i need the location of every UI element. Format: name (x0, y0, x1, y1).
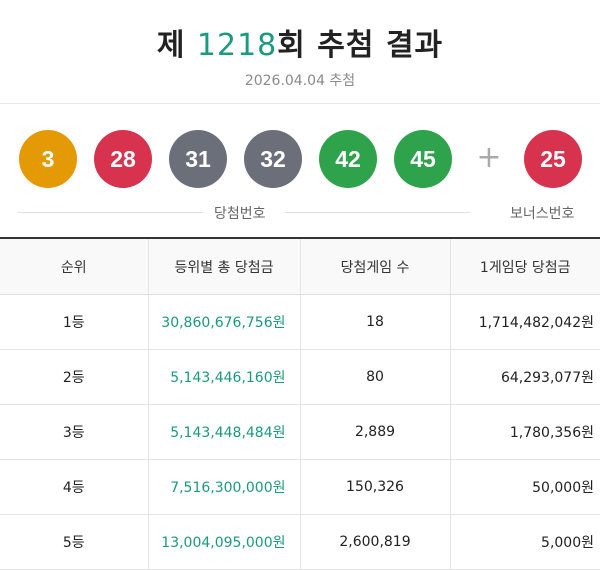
bonus-ball: 25 (524, 130, 582, 188)
winner-count-cell: 150,326 (299, 459, 450, 515)
prize-per-game-cell: 1,714,482,042원 (449, 294, 600, 350)
rank-cell: 2등 (0, 349, 148, 405)
total-prize-cell: 5,143,446,160원 (147, 349, 300, 405)
header-rank: 순위 (0, 237, 148, 295)
winning-ball-1: 3 (19, 130, 77, 188)
total-prize-cell: 13,004,095,000원 (147, 514, 300, 570)
rank-cell: 5등 (0, 514, 148, 570)
rank-cell: 3등 (0, 404, 148, 460)
winner-count-cell: 2,600,819 (299, 514, 450, 570)
table-row: 2등 5,143,446,160원 80 64,293,077원 (0, 349, 600, 405)
plus-icon: + (476, 140, 502, 175)
bonus-number-label: 보너스번호 (510, 206, 575, 222)
winning-numbers-label: 당첨번호 (214, 206, 266, 222)
title-prefix: 제 (156, 28, 197, 63)
title-suffix: 회 추첨 결과 (277, 28, 444, 63)
table-header-row: 순위 등위별 총 당첨금 당첨게임 수 1게임당 당첨금 (0, 237, 600, 295)
winning-ball-6: 45 (394, 130, 452, 188)
table-row: 4등 7,516,300,000원 150,326 50,000원 (0, 459, 600, 515)
page-title: 제 1218회 추첨 결과 (0, 20, 600, 64)
rank-cell: 4등 (0, 459, 148, 515)
round-number: 1218 (196, 28, 278, 63)
prize-per-game-cell: 5,000원 (449, 514, 600, 570)
winning-ball-4: 32 (244, 130, 302, 188)
prize-per-game-cell: 50,000원 (449, 459, 600, 515)
label-line (18, 212, 203, 213)
total-prize-cell: 7,516,300,000원 (147, 459, 300, 515)
table-row: 3등 5,143,448,484원 2,889 1,780,356원 (0, 404, 600, 460)
label-line (285, 212, 470, 213)
header-prize-per-game: 1게임당 당첨금 (449, 237, 600, 295)
table-row: 1등 30,860,676,756원 18 1,714,482,042원 (0, 294, 600, 350)
header-total-prize: 등위별 총 당첨금 (147, 237, 300, 295)
winner-count-cell: 80 (299, 349, 450, 405)
rank-cell: 1등 (0, 294, 148, 350)
total-prize-cell: 5,143,448,484원 (147, 404, 300, 460)
results-table: 순위 등위별 총 당첨금 당첨게임 수 1게임당 당첨금 1등 30,860,6… (0, 237, 600, 570)
table-row: 5등 13,004,095,000원 2,600,819 5,000원 (0, 514, 600, 570)
prize-per-game-cell: 1,780,356원 (449, 404, 600, 460)
draw-date: 2026.04.04 추첨 (244, 73, 356, 89)
header-winner-count: 당첨게임 수 (299, 237, 450, 295)
prize-per-game-cell: 64,293,077원 (449, 349, 600, 405)
winning-ball-3: 31 (169, 130, 227, 188)
divider (0, 103, 600, 104)
total-prize-cell: 30,860,676,756원 (147, 294, 300, 350)
winner-count-cell: 18 (299, 294, 450, 350)
winning-ball-2: 28 (94, 130, 152, 188)
winning-ball-5: 42 (319, 130, 377, 188)
winner-count-cell: 2,889 (299, 404, 450, 460)
